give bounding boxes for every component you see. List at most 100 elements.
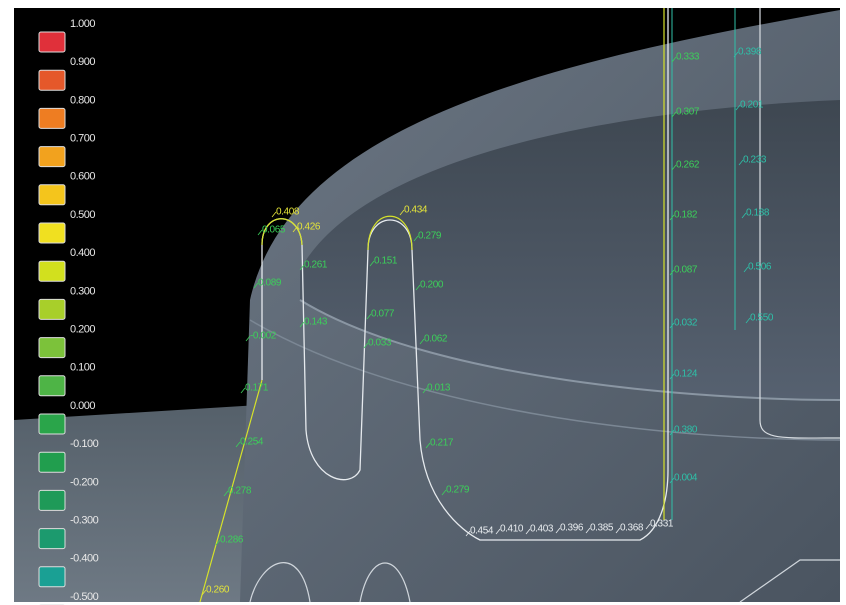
annotation-leader: [366, 313, 372, 320]
legend-label: 0.900: [70, 56, 95, 68]
deviation-label: 0.278: [228, 486, 252, 497]
legend-label: 0.600: [70, 171, 95, 183]
deviation-label: 0.434: [404, 205, 428, 216]
deviation-label: 0.032: [674, 318, 698, 329]
annotation-leader: [555, 527, 561, 534]
deviation-label: 0.065: [262, 225, 286, 236]
deviation-label: 0.201: [740, 100, 764, 111]
deviation-label: 0.286: [220, 535, 244, 546]
annotation-leader: [525, 528, 531, 535]
annotation-leader: [253, 282, 259, 289]
annotation-leader: [671, 164, 677, 171]
annotation-leader: [585, 527, 591, 534]
legend-label: 0.800: [70, 94, 95, 106]
deviation-label: 0.307: [676, 107, 700, 118]
legend-swatch: [38, 260, 66, 282]
annotation-leader: [741, 212, 747, 219]
annotation-leader: [615, 527, 621, 534]
deviation-label: 0.260: [206, 585, 230, 596]
deviation-label: 0.124: [674, 369, 698, 380]
annotation-leader: [415, 284, 421, 291]
annotation-leader: [235, 441, 241, 448]
deviation-label: 0.398: [738, 47, 762, 58]
legend-label: 0.300: [70, 285, 95, 297]
deviation-label: 0.368: [620, 523, 644, 534]
deviation-label: 0.004: [674, 473, 698, 484]
annotation-leader: [399, 209, 405, 216]
deviation-label: 0.087: [674, 265, 698, 276]
legend-label: -0.100: [70, 438, 99, 450]
annotation-leader: [240, 387, 246, 394]
deviation-label: 0.279: [446, 485, 470, 496]
rim-edge: [299, 299, 841, 401]
annotations: 0.408 0.426 0.065 0.261 0.089 0.143 -0.002 0.17…: [201, 47, 774, 596]
annotation-leader: [669, 322, 675, 329]
annotation-leader: [369, 260, 375, 267]
deviation-label: 0.396: [560, 523, 584, 534]
annotation-leader: [441, 489, 447, 496]
annotation-leader: [413, 235, 419, 242]
annotation-leader: [745, 317, 751, 324]
annotation-leader: [733, 51, 739, 58]
legend-swatch: [38, 337, 66, 359]
deviation-label: 0.254: [240, 437, 264, 448]
legend-label: 0.000: [70, 400, 95, 412]
legend-label: 0.500: [70, 209, 95, 221]
annotation-leader: [465, 530, 471, 537]
annotation-leader: [299, 321, 305, 328]
deviation-label: 0.410: [500, 524, 524, 535]
legend-swatch: [38, 489, 66, 511]
annotation-leader: [669, 429, 675, 436]
annotation-leader: [669, 214, 675, 221]
annotation-leader: [201, 589, 207, 596]
deviation-label: 0.454: [470, 526, 494, 537]
annotation-leader: [363, 342, 369, 349]
deviation-label: 0.380: [674, 425, 698, 436]
deviation-label: 0.233: [743, 155, 767, 166]
legend-label: -0.300: [70, 515, 99, 527]
deviation-label: 0.262: [676, 160, 700, 171]
legend-label: 0.100: [70, 362, 95, 374]
deviation-label: 0.033: [368, 338, 392, 349]
deviation-label: 0.013: [427, 383, 451, 394]
deviation-label: 0.385: [590, 523, 614, 534]
annotation-leader: [419, 338, 425, 345]
section-outline: [759, 8, 841, 439]
annotation-leader: [669, 373, 675, 380]
deviation-label: 0.062: [424, 334, 448, 345]
deviation-label: 0.506: [748, 262, 772, 273]
deviation-label: 0.089: [258, 278, 282, 289]
annotation-leader: [495, 528, 501, 535]
legend-label: -0.400: [70, 553, 99, 565]
deviation-whisker: [199, 218, 303, 603]
deviation-label: 0.408: [276, 207, 300, 218]
annotation-leader: [735, 104, 741, 111]
annotation-leader: [223, 490, 229, 497]
deviation-label: 0.077: [371, 309, 395, 320]
annotation-leader: [669, 269, 675, 276]
legend-swatch: [38, 107, 66, 129]
section-outline: [249, 559, 840, 603]
legend-label: -0.500: [70, 591, 99, 603]
annotation-leader: [245, 335, 251, 342]
legend: 1.000 0.900 0.800 0.700 0.600 0.500 0.400 0.300…: [38, 18, 99, 605]
annotation-leader: [292, 226, 298, 233]
deviation-label: 0.188: [746, 208, 770, 219]
legend-swatch: [38, 298, 66, 320]
deviation-label: 0.217: [430, 438, 454, 449]
cylinder-inner: [300, 100, 840, 400]
deviation-label: 0.331: [650, 519, 674, 530]
deviation-label: 0.151: [374, 256, 398, 267]
legend-swatch: [38, 413, 66, 435]
legend-swatch: [38, 528, 66, 550]
legend-label: 0.200: [70, 324, 95, 336]
legend-swatch: [38, 69, 66, 91]
annotation-leader: [645, 523, 651, 530]
deviation-label: 0.171: [245, 383, 269, 394]
deviation-whisker: [367, 8, 665, 520]
annotation-leader: [215, 539, 221, 546]
deviation-label: 0.182: [674, 210, 698, 221]
annotation-leader: [669, 477, 675, 484]
legend-label: -0.200: [70, 476, 99, 488]
